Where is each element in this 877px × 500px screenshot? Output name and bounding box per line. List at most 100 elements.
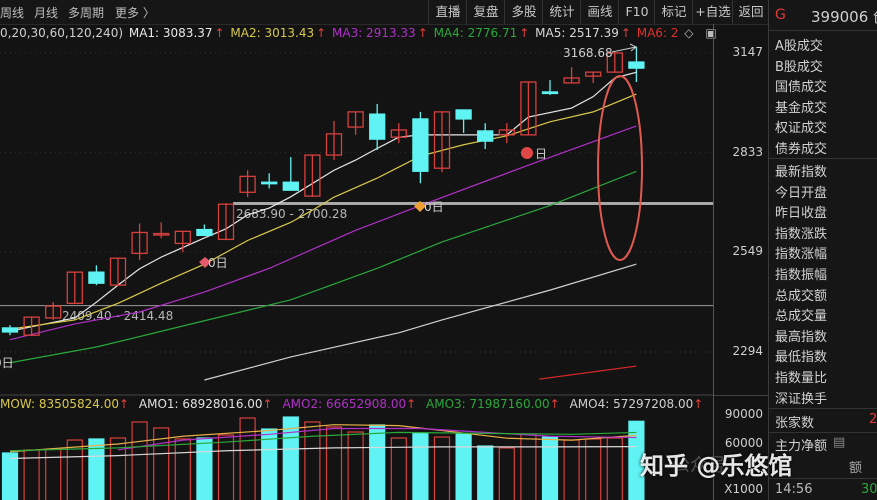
ma1-value: MA1: 3083.37 [128, 26, 213, 40]
red-ball-icon [521, 147, 533, 159]
panel-item[interactable]: 指数振幅 [775, 268, 828, 283]
price-tick: 2294 [732, 344, 763, 358]
candle-body [433, 111, 451, 169]
candle [585, 71, 602, 83]
panel-item[interactable]: 最高指数 [775, 329, 828, 345]
candle [563, 67, 580, 84]
candle [196, 224, 213, 237]
draw-line-button[interactable]: 画线 [580, 0, 619, 24]
candle-body [585, 71, 602, 77]
volume-bar [585, 438, 602, 500]
amo1-value: AMO1: 68928016.00 [138, 397, 263, 411]
candle-body [304, 154, 321, 197]
panel-item[interactable]: 最新指数 [775, 165, 828, 180]
candle [174, 230, 191, 253]
diamond-icon [414, 201, 426, 212]
panel-item[interactable]: 国债成交 [775, 80, 828, 96]
diamond-settings-icon[interactable]: ◇ [684, 26, 694, 40]
volume-bar [498, 447, 515, 500]
candle-body [217, 203, 235, 241]
replay-button[interactable]: 复盘 [466, 0, 505, 24]
candle [520, 81, 537, 136]
period-month[interactable]: 月线 [34, 6, 59, 20]
candle-body [412, 118, 429, 172]
candle [390, 123, 407, 144]
toolbar: 周线 月线 多周期 更多 〉 直播 复盘 多股 统计 画线 F10 标记 +自选… [0, 0, 768, 25]
volume-bar [304, 421, 321, 500]
panel-item[interactable]: 指数涨幅 [775, 247, 828, 263]
panel-item[interactable]: 基金成交 [775, 100, 828, 116]
back-button[interactable]: 返回 [732, 0, 769, 24]
volume-bar [563, 439, 580, 500]
live-button[interactable]: 直播 [428, 0, 467, 24]
price-tick: 2549 [732, 244, 763, 258]
up-arrow-icon: ↑ [620, 26, 631, 40]
panel-item[interactable]: 最低指数 [775, 350, 828, 366]
period-multi[interactable]: 多周期 [68, 6, 105, 20]
panel-item[interactable]: 权证成交 [775, 121, 828, 137]
ma4-value: MA4: 2776.71 [433, 26, 518, 40]
price-tick: 2833 [732, 145, 763, 159]
multi-stock-button[interactable]: 多股 [504, 0, 543, 24]
stats-button[interactable]: 统计 [542, 0, 581, 24]
amo2-line [117, 427, 637, 451]
amo3-line [9, 431, 637, 452]
add-watchlist-button[interactable]: +自选 [692, 0, 733, 24]
volume-bar [196, 437, 213, 500]
ma-legend: 0,20,30,60,120,240) MA1: 3083.37 ↑ MA2: 3… [0, 24, 717, 42]
panel-item[interactable]: A股成交 [775, 39, 823, 54]
candle-body [455, 109, 472, 120]
amo1-line [9, 424, 637, 453]
panel-item[interactable]: 今日开盘 [775, 185, 828, 201]
panel-item[interactable]: 指数涨跌 [775, 226, 828, 242]
period-more[interactable]: 更多 〉 [115, 6, 155, 20]
candle [541, 80, 559, 96]
candle [347, 111, 364, 135]
marker-label: 0日 [208, 256, 228, 270]
candle [131, 223, 148, 261]
candle-body [131, 231, 148, 255]
candle-body [390, 129, 407, 138]
up-arrow-icon: ↑ [519, 26, 530, 40]
candle-body [563, 77, 580, 84]
volume-bar [369, 424, 386, 500]
candle [304, 154, 321, 197]
up-arrow-icon: ↑ [262, 397, 273, 411]
volume-bar [1, 452, 19, 500]
high-arrow-icon [611, 43, 637, 53]
candle-body [174, 230, 191, 245]
panel-item-zhulijinge[interactable]: 主力净额 [775, 439, 828, 454]
panel-item-zhangjiashu[interactable]: 张家数 [775, 416, 815, 431]
volume-bar [66, 439, 83, 500]
volume-tick: 90000 [724, 407, 763, 421]
up-arrow-icon: ↑ [417, 26, 428, 40]
panel-toggle-icon[interactable]: ▣ [705, 26, 717, 40]
candle [66, 271, 83, 305]
panel-item[interactable]: 昨日收盘 [775, 206, 828, 222]
candle-body [282, 181, 299, 191]
panel-item[interactable]: 总成交量 [775, 309, 828, 325]
panel-item[interactable]: B股成交 [775, 59, 823, 75]
up-arrow-icon: ↑ [406, 397, 417, 411]
info-icon[interactable]: ▤ [833, 435, 846, 450]
highlight-ellipse [597, 75, 643, 261]
candle [369, 103, 386, 151]
volume-bar [541, 436, 559, 500]
panel-item-hidden: 额 [849, 461, 863, 476]
panel-item[interactable]: 总成交额 [775, 288, 828, 304]
panel-item[interactable]: 指数量比 [775, 371, 828, 386]
watermark-sub: 公众号 [672, 455, 726, 476]
volume-bar [390, 437, 407, 500]
high-label: 3168.68 [563, 46, 613, 60]
mark-button[interactable]: 标记 [654, 0, 693, 24]
ma4-line [9, 170, 637, 364]
period-week[interactable]: 周线 [0, 6, 25, 20]
candle [261, 173, 278, 189]
panel-item[interactable]: 深证换手 [775, 391, 828, 407]
panel-item[interactable]: 债券成交 [775, 142, 828, 157]
watermark: 知乎 @乐悠馆 [640, 452, 793, 480]
candle-body [1, 327, 19, 333]
f10-button[interactable]: F10 [618, 0, 655, 24]
